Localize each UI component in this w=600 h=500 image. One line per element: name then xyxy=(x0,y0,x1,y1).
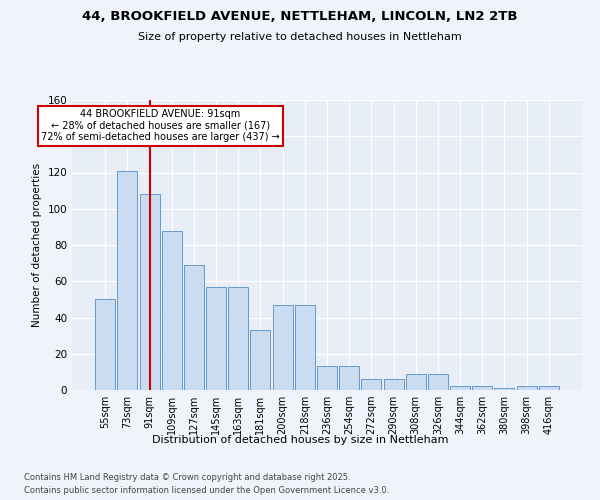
Bar xyxy=(383,379,404,390)
Bar xyxy=(272,305,293,390)
Bar xyxy=(118,170,137,390)
Text: Contains HM Land Registry data © Crown copyright and database right 2025.: Contains HM Land Registry data © Crown c… xyxy=(24,472,350,482)
Bar xyxy=(517,386,536,390)
Bar xyxy=(317,366,337,390)
Bar xyxy=(494,388,514,390)
Text: 44 BROOKFIELD AVENUE: 91sqm
← 28% of detached houses are smaller (167)
72% of se: 44 BROOKFIELD AVENUE: 91sqm ← 28% of det… xyxy=(41,109,280,142)
Bar xyxy=(250,330,271,390)
Text: 44, BROOKFIELD AVENUE, NETTLEHAM, LINCOLN, LN2 2TB: 44, BROOKFIELD AVENUE, NETTLEHAM, LINCOL… xyxy=(82,10,518,23)
Bar xyxy=(450,386,470,390)
Bar xyxy=(339,366,359,390)
Y-axis label: Number of detached properties: Number of detached properties xyxy=(32,163,42,327)
Bar xyxy=(361,379,382,390)
Bar xyxy=(295,305,315,390)
Bar xyxy=(539,386,559,390)
Text: Size of property relative to detached houses in Nettleham: Size of property relative to detached ho… xyxy=(138,32,462,42)
Bar xyxy=(472,386,492,390)
Bar xyxy=(184,265,204,390)
Bar xyxy=(95,300,115,390)
Text: Distribution of detached houses by size in Nettleham: Distribution of detached houses by size … xyxy=(152,435,448,445)
Bar xyxy=(228,286,248,390)
Bar xyxy=(206,286,226,390)
Bar xyxy=(406,374,426,390)
Bar xyxy=(162,230,182,390)
Bar xyxy=(140,194,160,390)
Bar xyxy=(428,374,448,390)
Text: Contains public sector information licensed under the Open Government Licence v3: Contains public sector information licen… xyxy=(24,486,389,495)
